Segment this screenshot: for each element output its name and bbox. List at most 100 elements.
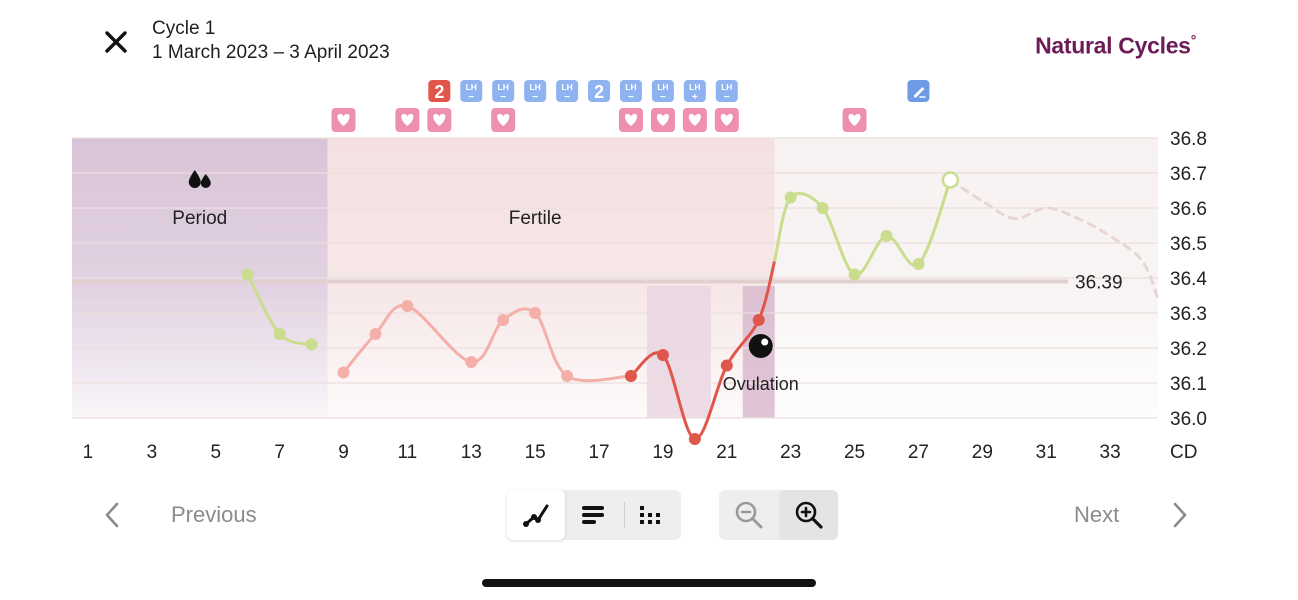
y-tick-label: 36.4 xyxy=(1170,269,1207,290)
temperature-point xyxy=(401,300,414,312)
temperature-point xyxy=(912,258,925,270)
x-tick-label: 21 xyxy=(716,442,737,463)
pencil-icon xyxy=(913,87,925,98)
x-tick-label: 5 xyxy=(210,442,221,463)
temperature-point xyxy=(497,314,510,326)
lh-sign: − xyxy=(660,92,666,103)
lh-sign: − xyxy=(500,92,506,103)
lh-test-marker: LH− xyxy=(492,80,515,103)
intercourse-marker xyxy=(618,108,643,132)
temperature-point xyxy=(656,349,669,361)
lh-test-marker: LH− xyxy=(715,80,738,103)
home-indicator xyxy=(482,579,816,587)
temperature-point xyxy=(241,268,254,281)
today-point xyxy=(941,171,960,189)
zoom-control xyxy=(719,490,838,540)
temperature-point xyxy=(369,328,382,340)
x-tick-label: 13 xyxy=(461,442,482,463)
lh-label: LH xyxy=(625,82,636,92)
chevron-right-icon[interactable] xyxy=(1168,500,1192,530)
next-button[interactable]: Next xyxy=(1074,502,1120,527)
temperature-point xyxy=(465,356,478,368)
y-tick-label: 36.3 xyxy=(1170,304,1207,325)
list-view-button[interactable] xyxy=(565,490,623,540)
temperature-chart: 36.8 36.7 36.6 36.5 36.4 36.3 36.2 36.1 36.0 36.3… xyxy=(72,80,1207,463)
coverline-label: 36.39 xyxy=(1075,273,1123,294)
lh-label: LH xyxy=(466,82,477,92)
brand-name: Natural Cycles xyxy=(1035,32,1191,59)
ovulation-egg-icon xyxy=(748,334,773,358)
brand-logo: Natural Cycles° xyxy=(1035,32,1196,60)
dots-view-button[interactable] xyxy=(623,490,681,540)
blood-drops-icon xyxy=(188,170,211,188)
lh-sign: − xyxy=(468,92,474,103)
intercourse-marker xyxy=(650,108,675,132)
temperature-point xyxy=(337,366,350,379)
intercourse-marker xyxy=(331,108,356,132)
count-badge: 2 xyxy=(428,80,451,102)
y-tick-label: 36.6 xyxy=(1170,199,1207,220)
heart-icon xyxy=(720,113,733,126)
temperature-point xyxy=(720,359,733,372)
x-tick-label: 15 xyxy=(525,442,546,463)
graph-view-icon xyxy=(523,504,549,527)
intercourse-marker xyxy=(427,108,452,132)
brand-mark: ° xyxy=(1190,32,1197,48)
heart-icon xyxy=(401,113,414,126)
heart-icon xyxy=(497,113,510,126)
temperature-point xyxy=(752,314,765,326)
lh-label: LH xyxy=(657,82,668,92)
temperature-point xyxy=(624,370,637,382)
close-icon[interactable] xyxy=(100,26,132,58)
heart-icon xyxy=(688,113,701,126)
x-tick-label: 3 xyxy=(147,442,158,463)
lh-label: LH xyxy=(721,82,732,92)
x-tick-label: 11 xyxy=(398,442,418,463)
x-tick-label: 9 xyxy=(338,442,349,463)
zoom-out-button[interactable] xyxy=(719,490,778,540)
cycle-title: Cycle 1 xyxy=(152,18,216,39)
lh-sign: − xyxy=(724,92,730,103)
x-tick-label: 25 xyxy=(844,442,865,463)
temperature-point xyxy=(784,191,797,204)
count-badge-label: 2 xyxy=(434,82,444,102)
temperature-point xyxy=(848,268,861,281)
phase-label-period: Period xyxy=(172,208,227,229)
temperature-point xyxy=(529,307,542,319)
intercourse-marker xyxy=(682,108,707,132)
x-tick-label: 33 xyxy=(1100,442,1121,463)
x-tick-label: 27 xyxy=(908,442,929,463)
temperature-line-predicted xyxy=(948,178,1160,301)
temperature-point xyxy=(816,202,829,214)
lh-test-marker: LH+ xyxy=(683,80,706,103)
lh-sign: + xyxy=(692,92,698,103)
heart-icon xyxy=(337,113,350,126)
cycle-dates: 1 March 2023 – 3 April 2023 xyxy=(152,42,390,63)
y-tick-label: 36.5 xyxy=(1170,234,1207,255)
lh-test-marker: LH− xyxy=(619,80,642,103)
intercourse-marker xyxy=(842,108,867,132)
zoom-out-icon xyxy=(735,501,762,529)
previous-button[interactable]: Previous xyxy=(171,502,257,527)
lh-label: LH xyxy=(689,82,700,92)
heart-icon xyxy=(848,113,861,126)
lh-test-marker: LH− xyxy=(524,80,547,103)
graph-view-button[interactable] xyxy=(507,490,565,540)
lh-sign: − xyxy=(564,92,570,103)
intercourse-marker xyxy=(395,108,420,132)
x-tick-label: 31 xyxy=(1036,442,1057,463)
note-marker xyxy=(907,80,930,102)
y-tick-label: 36.2 xyxy=(1170,339,1207,360)
lh-test-marker: LH− xyxy=(556,80,579,103)
zoom-in-button[interactable] xyxy=(779,490,838,540)
count-badge-label: 2 xyxy=(594,82,604,102)
x-tick-label: 19 xyxy=(652,442,673,463)
lh-test-marker: LH− xyxy=(651,80,674,103)
x-tick-label: 7 xyxy=(274,442,285,463)
x-tick-label: 23 xyxy=(780,442,801,463)
temperature-point xyxy=(561,370,574,382)
temperature-point xyxy=(880,230,893,242)
chevron-left-icon[interactable] xyxy=(100,500,124,530)
zoom-in-icon xyxy=(795,501,823,529)
lh-label: LH xyxy=(561,82,572,92)
